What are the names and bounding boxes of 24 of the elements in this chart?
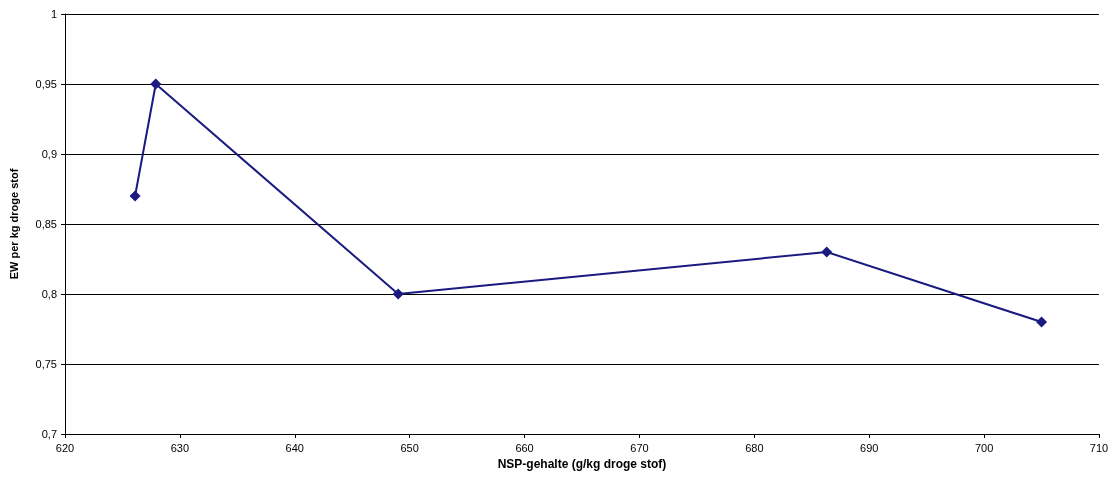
y-tick-label: 0,95 [35,78,57,90]
y-tick-label: 0,8 [41,288,57,300]
x-tick-label: 650 [400,441,419,454]
x-tick-label: 680 [745,441,764,454]
x-tick-label: 710 [1089,441,1109,454]
y-tick-label: 0,7 [41,428,57,440]
x-axis-title: NSP-gehalte (g/kg droge stof) [497,456,667,471]
x-tick-label: 640 [285,441,304,454]
x-tick-label: 620 [55,441,75,454]
x-tick-label: 700 [974,441,994,454]
x-tick-label: 670 [630,441,649,454]
point [150,78,162,90]
point [1036,316,1048,328]
x-tick-label: 690 [860,441,879,454]
point [129,190,141,202]
y-tick-label: 0,75 [35,358,57,370]
y-tick-label: 0,9 [41,148,57,160]
y-tick-label: 0,85 [35,218,57,230]
y-tick-label: 1 [50,8,57,20]
x-tick-label: 630 [170,441,190,454]
point [392,288,404,300]
point [821,246,833,258]
x-tick-label: 660 [515,441,534,454]
y-axis-title: EW per kg droge stof [7,168,20,280]
